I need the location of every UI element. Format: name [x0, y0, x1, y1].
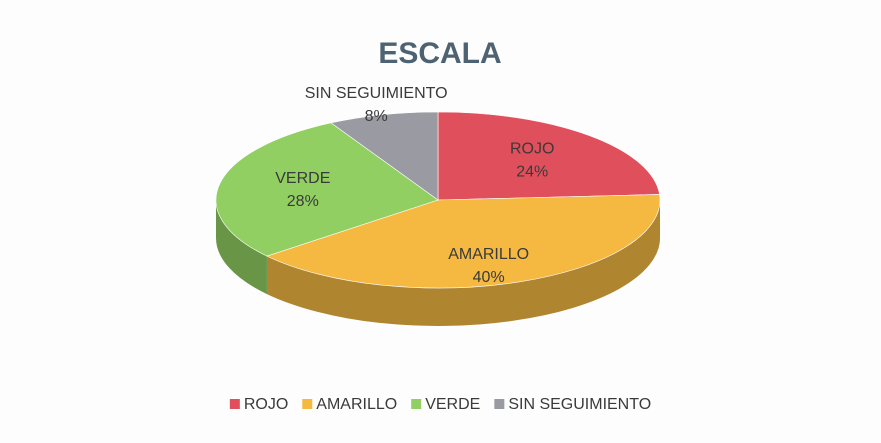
legend-label: VERDE — [425, 396, 480, 413]
chart-title: ESCALA — [378, 37, 501, 70]
data-label-category: ROJO — [510, 140, 554, 157]
legend-swatch — [494, 399, 505, 409]
legend-swatch — [229, 399, 240, 409]
data-label-category: VERDE — [275, 170, 330, 187]
legend-label: SIN SEGUIMIENTO — [508, 396, 651, 413]
slice-side — [216, 200, 267, 295]
data-label-category: AMARILLO — [448, 246, 529, 263]
slice — [437, 111, 660, 201]
data-label-value: 8% — [365, 108, 388, 125]
legend-swatch — [302, 399, 313, 409]
data-label-value: 40% — [473, 269, 505, 286]
slice — [330, 111, 439, 201]
data-label-value: 28% — [287, 193, 319, 210]
data-label-category: SIN SEGUIMIENTO — [305, 85, 448, 102]
slice — [266, 194, 661, 289]
slice-side — [266, 200, 660, 326]
legend: ROJO AMARILLO VERDE SIN SEGUIMIENTO — [229, 396, 651, 413]
legend-swatch — [411, 399, 422, 409]
data-label-value: 24% — [516, 163, 548, 180]
legend-label: ROJO — [244, 396, 288, 413]
slice — [215, 122, 439, 257]
legend-label: AMARILLO — [316, 396, 397, 413]
